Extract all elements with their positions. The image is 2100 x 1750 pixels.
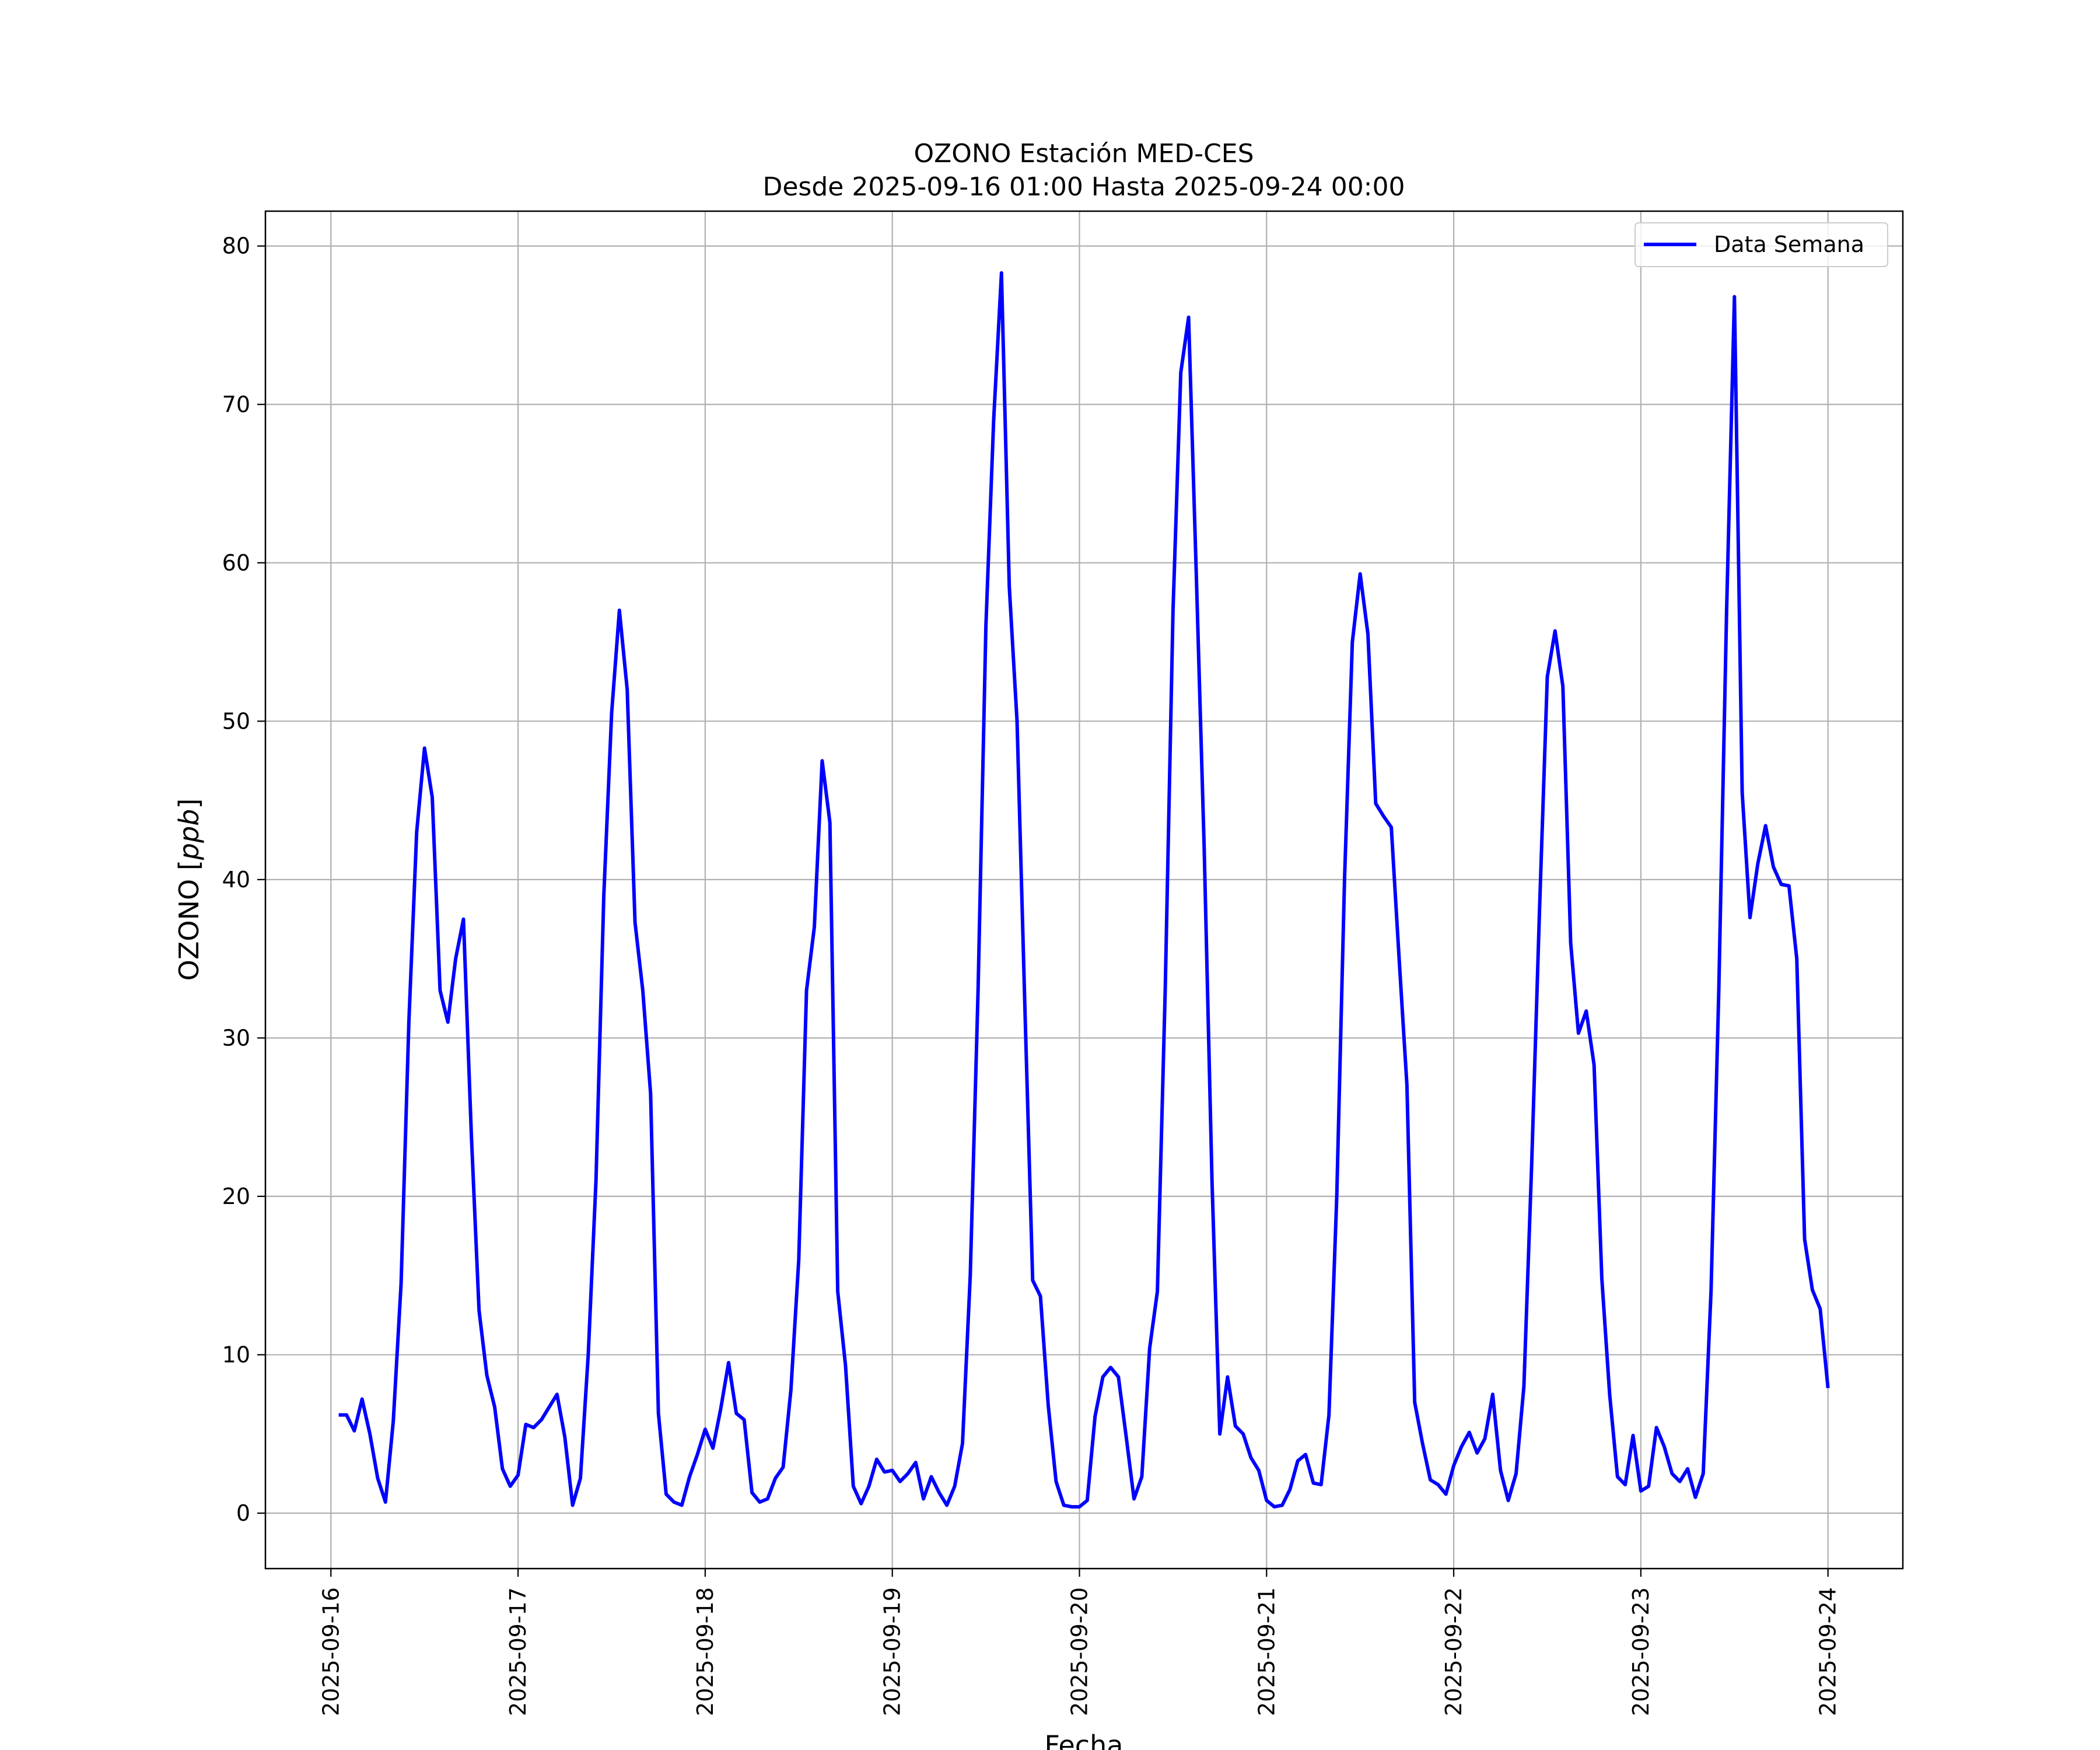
y-axis: 0 10 20 30 40 50 60 70 80 bbox=[222, 233, 265, 1526]
y-tick-label: 80 bbox=[222, 233, 250, 259]
x-tick-label: 2025-09-24 bbox=[1815, 1587, 1841, 1716]
y-tick-label: 10 bbox=[222, 1342, 250, 1367]
y-axis-label: OZONO [ppb] bbox=[173, 799, 205, 981]
x-tick-label: 2025-09-18 bbox=[692, 1587, 718, 1716]
y-tick-label: 50 bbox=[222, 708, 250, 734]
y-axis-label-prefix: OZONO [ bbox=[173, 860, 205, 981]
x-tick-label: 2025-09-19 bbox=[880, 1587, 905, 1716]
y-axis-label-unit: ppb bbox=[173, 809, 205, 861]
plot-frame bbox=[264, 210, 1904, 1570]
y-tick-label: 20 bbox=[222, 1184, 250, 1209]
x-tick-label: 2025-09-20 bbox=[1066, 1587, 1092, 1716]
y-tick-label: 0 bbox=[236, 1500, 250, 1526]
legend-label: Data Semana bbox=[1714, 232, 1864, 257]
x-tick-label: 2025-09-22 bbox=[1441, 1587, 1466, 1716]
series-line-0 bbox=[338, 271, 1830, 1509]
y-axis-label-suffix: ] bbox=[173, 799, 205, 809]
legend: Data Semana bbox=[1634, 222, 1888, 267]
chart-subtitle: Desde 2025-09-16 01:00 Hasta 2025-09-24 … bbox=[762, 172, 1405, 202]
x-tick-label: 2025-09-21 bbox=[1254, 1587, 1279, 1716]
legend-box bbox=[1634, 222, 1888, 267]
x-tick-label: 2025-09-23 bbox=[1628, 1587, 1654, 1716]
x-tick-label: 2025-09-17 bbox=[505, 1587, 531, 1716]
chart-title: OZONO Estación MED-CES bbox=[914, 139, 1254, 169]
y-tick-label: 60 bbox=[222, 550, 250, 576]
x-tick-label: 2025-09-16 bbox=[318, 1587, 344, 1716]
x-axis: 2025-09-16 2025-09-17 2025-09-18 2025-09-19… bbox=[318, 1569, 1841, 1716]
grid bbox=[265, 211, 1903, 1569]
y-tick-label: 40 bbox=[222, 867, 250, 892]
y-tick-label: 70 bbox=[222, 391, 250, 417]
series-layer bbox=[338, 271, 1830, 1509]
x-axis-label: Fecha bbox=[1045, 1730, 1124, 1750]
y-tick-label: 30 bbox=[222, 1025, 250, 1051]
